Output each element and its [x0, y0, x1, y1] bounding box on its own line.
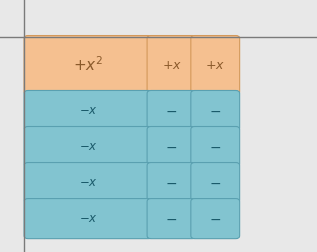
- FancyBboxPatch shape: [191, 199, 240, 239]
- Text: $-$: $-$: [165, 104, 178, 117]
- FancyBboxPatch shape: [147, 36, 196, 94]
- FancyBboxPatch shape: [191, 90, 240, 131]
- Text: $-$: $-$: [209, 140, 221, 153]
- FancyBboxPatch shape: [24, 199, 152, 239]
- Text: $-$: $-$: [209, 212, 221, 226]
- FancyBboxPatch shape: [24, 163, 152, 203]
- Text: $+x$: $+x$: [205, 58, 225, 72]
- FancyBboxPatch shape: [24, 36, 152, 94]
- FancyBboxPatch shape: [191, 163, 240, 203]
- FancyBboxPatch shape: [147, 199, 196, 239]
- Text: $-$: $-$: [165, 140, 178, 153]
- Text: $-$: $-$: [209, 104, 221, 117]
- FancyBboxPatch shape: [147, 90, 196, 131]
- FancyBboxPatch shape: [147, 163, 196, 203]
- Text: $-x$: $-x$: [79, 212, 98, 225]
- FancyBboxPatch shape: [24, 127, 152, 167]
- Text: $-$: $-$: [165, 212, 178, 226]
- Text: $+x$: $+x$: [161, 58, 182, 72]
- FancyBboxPatch shape: [24, 90, 152, 131]
- FancyBboxPatch shape: [191, 36, 240, 94]
- Text: $-$: $-$: [165, 176, 178, 190]
- Text: $+x^2$: $+x^2$: [73, 56, 103, 74]
- Text: $-x$: $-x$: [79, 104, 98, 117]
- Text: $-x$: $-x$: [79, 176, 98, 189]
- FancyBboxPatch shape: [147, 127, 196, 167]
- Text: $-$: $-$: [209, 176, 221, 190]
- Text: $-x$: $-x$: [79, 140, 98, 153]
- FancyBboxPatch shape: [191, 127, 240, 167]
